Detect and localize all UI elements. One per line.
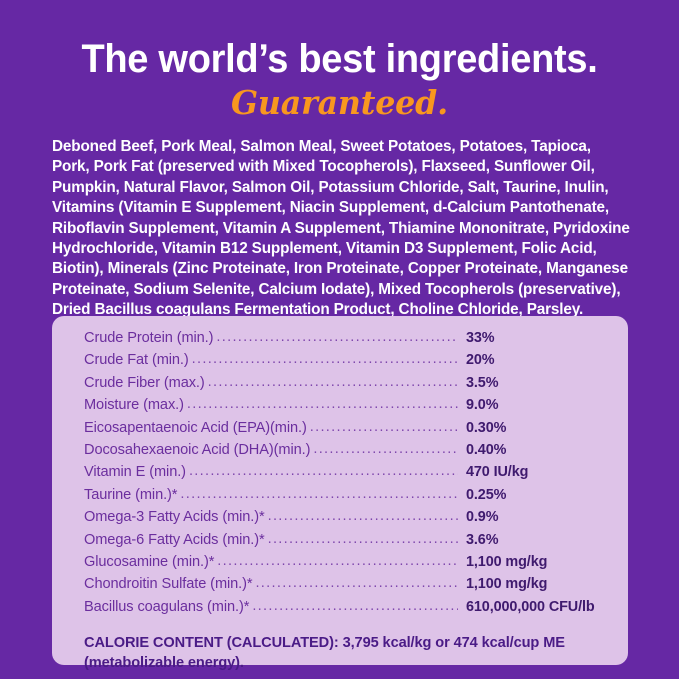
analysis-label-text: Omega-6 Fatty Acids (min.)* (84, 531, 265, 548)
analysis-label-text: Chondroitin Sulfate (min.)* (84, 576, 253, 593)
headline-primary: The world’s best ingredients. (81, 37, 598, 81)
analysis-row-value: 0.9% (466, 509, 499, 526)
analysis-label-text: Docosahexaenoic Acid (DHA)(min.) (84, 441, 311, 458)
analysis-label-text: Bacillus coagulans (min.)* (84, 598, 250, 615)
analysis-row: Eicosapentaenoic Acid (EPA)(min.).......… (84, 420, 604, 442)
analysis-row-label: Chondroitin Sulfate (min.)*.............… (84, 576, 458, 598)
analysis-row-label: Docosahexaenoic Acid (DHA)(min.)........… (84, 442, 458, 464)
analysis-row: Omega-6 Fatty Acids (min.)*.............… (84, 532, 604, 554)
dot-leader: ........................................… (191, 352, 458, 368)
analysis-row: Moisture (max.).........................… (84, 397, 604, 419)
dot-leader: ........................................… (186, 397, 458, 413)
analysis-row: Bacillus coagulans (min.)*..............… (84, 599, 604, 621)
dot-leader: ........................................… (252, 598, 458, 614)
analysis-row: Crude Fat (min.)........................… (84, 352, 604, 374)
analysis-row-label: Vitamin E (min.)........................… (84, 464, 458, 486)
analysis-row-value: 0.40% (466, 441, 507, 458)
analysis-label-text: Crude Protein (min.) (84, 330, 214, 346)
analysis-row-value: 3.5% (466, 374, 499, 391)
analysis-row-label: Omega-6 Fatty Acids (min.)*.............… (84, 532, 458, 554)
analysis-row-label: Taurine (min.)*.........................… (84, 487, 458, 509)
analysis-row-value: 20% (466, 352, 495, 369)
analysis-row-value: 1,100 mg/kg (466, 576, 548, 593)
dot-leader: ........................................… (255, 576, 458, 592)
headline-block: The world’s best ingredients. Guaranteed… (0, 36, 679, 122)
analysis-row-value: 470 IU/kg (466, 464, 529, 481)
dot-leader: ........................................… (217, 553, 458, 569)
analysis-row-label: Glucosamine (min.)*.....................… (84, 554, 458, 576)
analysis-row-value: 3.6% (466, 531, 499, 548)
analysis-row-value: 0.25% (466, 486, 507, 503)
analysis-label-text: Moisture (max.) (84, 397, 184, 414)
dot-leader: ........................................… (216, 330, 458, 345)
dot-leader: ........................................… (267, 509, 458, 525)
headline-guaranteed: Guaranteed. (231, 83, 448, 122)
analysis-label-text: Crude Fat (min.) (84, 352, 189, 369)
analysis-label-text: Crude Fiber (max.) (84, 374, 205, 391)
analysis-row-value: 9.0% (466, 397, 499, 414)
dot-leader: ........................................… (313, 441, 458, 457)
ingredients-paragraph: Deboned Beef, Pork Meal, Salmon Meal, Sw… (52, 138, 630, 319)
guaranteed-analysis-panel: Crude Protein (min.)....................… (52, 316, 628, 671)
guaranteed-analysis-table: Crude Protein (min.)....................… (84, 330, 604, 621)
dot-leader: ........................................… (180, 486, 458, 502)
analysis-row: Crude Fiber (max.)......................… (84, 375, 604, 397)
analysis-row: Omega-3 Fatty Acids (min.)*.............… (84, 509, 604, 531)
analysis-label-text: Glucosamine (min.)* (84, 553, 215, 570)
dot-leader: ........................................… (188, 464, 458, 480)
analysis-row-value: 610,000,000 CFU/lb (466, 598, 595, 615)
analysis-row-label: Crude Fiber (max.)......................… (84, 375, 458, 397)
analysis-row-value: 1,100 mg/kg (466, 553, 548, 570)
analysis-row: Vitamin E (min.)........................… (84, 464, 604, 486)
analysis-row-label: Bacillus coagulans (min.)*..............… (84, 599, 458, 621)
dot-leader: ........................................… (267, 531, 458, 547)
analysis-label-text: Taurine (min.)* (84, 486, 178, 503)
analysis-row: Docosahexaenoic Acid (DHA)(min.)........… (84, 442, 604, 464)
analysis-row-value: 33% (466, 330, 495, 346)
analysis-label-text: Omega-3 Fatty Acids (min.)* (84, 509, 265, 526)
analysis-row: Chondroitin Sulfate (min.)*.............… (84, 576, 604, 598)
analysis-label-text: Eicosapentaenoic Acid (EPA)(min.) (84, 419, 307, 436)
analysis-row-label: Moisture (max.).........................… (84, 397, 458, 419)
analysis-rows: Crude Protein (min.)....................… (84, 330, 604, 621)
analysis-row-label: Omega-3 Fatty Acids (min.)*.............… (84, 509, 458, 531)
analysis-row-label: Crude Fat (min.)........................… (84, 352, 458, 374)
calorie-content-note: CALORIE CONTENT (CALCULATED): 3,795 kcal… (84, 635, 565, 672)
analysis-row-label: Eicosapentaenoic Acid (EPA)(min.).......… (84, 420, 458, 442)
analysis-row: Crude Protein (min.)....................… (84, 330, 604, 352)
analysis-row-label: Crude Protein (min.)....................… (84, 330, 458, 352)
analysis-label-text: Vitamin E (min.) (84, 464, 186, 481)
analysis-row-value: 0.30% (466, 419, 507, 436)
dot-leader: ........................................… (207, 374, 458, 390)
analysis-row: Glucosamine (min.)*.....................… (84, 554, 604, 576)
dot-leader: ........................................… (309, 419, 458, 435)
analysis-row: Taurine (min.)*.........................… (84, 487, 604, 509)
